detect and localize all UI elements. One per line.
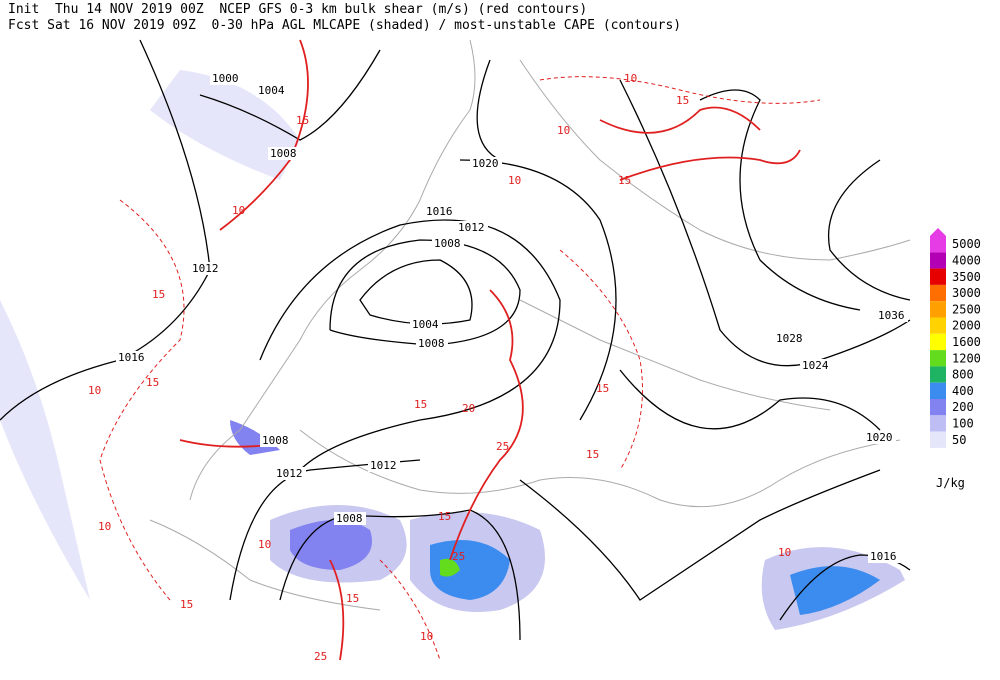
pressure-label: 1028 [776, 332, 803, 345]
pressure-label: 1008 [270, 147, 297, 160]
shear-label: 15 [586, 448, 599, 461]
label-bg [416, 337, 448, 350]
shear-label: 15 [152, 288, 165, 301]
pressure-label: 1004 [258, 84, 285, 97]
legend-label: 3500 [952, 270, 981, 284]
label-bg [256, 84, 288, 97]
legend-swatch [930, 252, 946, 269]
label-bg [868, 550, 900, 563]
shear-label: 10 [508, 174, 521, 187]
pressure-label: 1016 [426, 205, 453, 218]
legend-swatch [930, 333, 946, 351]
legend-label: 4000 [952, 253, 981, 267]
legend-label: 400 [952, 384, 974, 398]
shear-label: 25 [496, 440, 509, 453]
legend-swatch [930, 399, 946, 416]
legend-swatch [930, 284, 946, 302]
pressure-label: 1000 [212, 72, 239, 85]
pressure-label: 1020 [472, 157, 499, 170]
pressure-label: 1012 [458, 221, 485, 234]
legend-label: 100 [952, 416, 974, 430]
legend-swatch [930, 301, 946, 318]
shear-label: 10 [778, 546, 791, 559]
label-bg [800, 359, 832, 372]
label-bg [334, 512, 366, 525]
pressure-label: 1012 [192, 262, 219, 275]
pressure-label: 1036 [878, 309, 905, 322]
label-bg [268, 147, 300, 160]
shear-label: 10 [420, 630, 433, 643]
label-bg [274, 467, 306, 480]
pressure-label: 1016 [118, 351, 145, 364]
legend-swatch [930, 236, 946, 253]
pressure-label: 1004 [412, 318, 439, 331]
shear-label: 10 [557, 124, 570, 137]
label-bg [864, 431, 896, 444]
label-bg [116, 351, 148, 364]
shear-label: 10 [624, 72, 637, 85]
shear-label: 10 [232, 204, 245, 217]
label-bg [210, 72, 242, 85]
shear-label: 25 [452, 550, 465, 563]
legend-swatch [930, 382, 946, 399]
label-bg [470, 157, 502, 170]
pressure-labels: 1000100410081012101610201016101210081004… [116, 72, 908, 563]
pressure-label: 1012 [370, 459, 397, 472]
shear-label: 15 [180, 598, 193, 611]
legend-swatch [930, 268, 946, 285]
label-bg [424, 205, 456, 218]
legend-swatch [930, 431, 946, 448]
label-bg [410, 318, 442, 331]
legend-label: 3000 [952, 286, 981, 300]
pressure-label: 1008 [262, 434, 289, 447]
shear-label: 15 [346, 592, 359, 605]
shear-label: 15 [414, 398, 427, 411]
shear-label: 15 [296, 114, 309, 127]
pressure-label: 1008 [336, 512, 363, 525]
legend-arrow [930, 228, 946, 236]
label-bg [876, 309, 908, 322]
legend-label: 2000 [952, 319, 981, 333]
shear-label: 15 [676, 94, 689, 107]
shear-label: 15 [618, 174, 631, 187]
legend-label: 1600 [952, 335, 981, 349]
pressure-label: 1016 [870, 550, 897, 563]
header-line: Init Thu 14 NOV 2019 00Z NCEP GFS 0-3 km… [8, 2, 587, 17]
legend-label: 50 [952, 433, 966, 447]
map-field [0, 39, 911, 670]
label-bg [456, 221, 488, 234]
label-bg [190, 262, 222, 275]
label-bg [432, 237, 464, 250]
legend-label: 5000 [952, 237, 981, 251]
legend: 5000 4000 3500 3000 2500 2000 1600 1200 800 400 20… [930, 228, 981, 448]
shear-label: 15 [438, 510, 451, 523]
shear-label: 20 [462, 402, 475, 415]
legend-swatch [930, 366, 946, 383]
pressure-label: 1008 [418, 337, 445, 350]
shear-label: 10 [98, 520, 111, 533]
legend-label: 1200 [952, 351, 981, 365]
legend-swatch [930, 317, 946, 334]
label-bg [260, 434, 292, 447]
shear-label: 15 [146, 376, 159, 389]
header-line: Fcst Sat 16 NOV 2019 09Z 0-30 hPa AGL ML… [8, 18, 681, 33]
legend-unit: J/kg [936, 476, 965, 490]
shear-label: 15 [596, 382, 609, 395]
pressure-label: 1008 [434, 237, 461, 250]
legend-label: 2500 [952, 302, 981, 316]
shear-label: 10 [258, 538, 271, 551]
legend-swatch [930, 350, 946, 367]
shear-label: 25 [314, 650, 327, 663]
legend-label: 200 [952, 400, 974, 414]
shear-labels: 15 10 10 15 10 15 10 15 15 10 10 15 20 25 15 15 15 25 10 15… [88, 72, 791, 663]
pressure-label: 1012 [276, 467, 303, 480]
label-bg [368, 459, 400, 472]
shear-label: 10 [88, 384, 101, 397]
legend-swatch [930, 415, 946, 432]
pressure-label: 1024 [802, 359, 829, 372]
pressure-label: 1020 [866, 431, 893, 444]
label-bg [774, 332, 806, 345]
legend-label: 800 [952, 368, 974, 382]
